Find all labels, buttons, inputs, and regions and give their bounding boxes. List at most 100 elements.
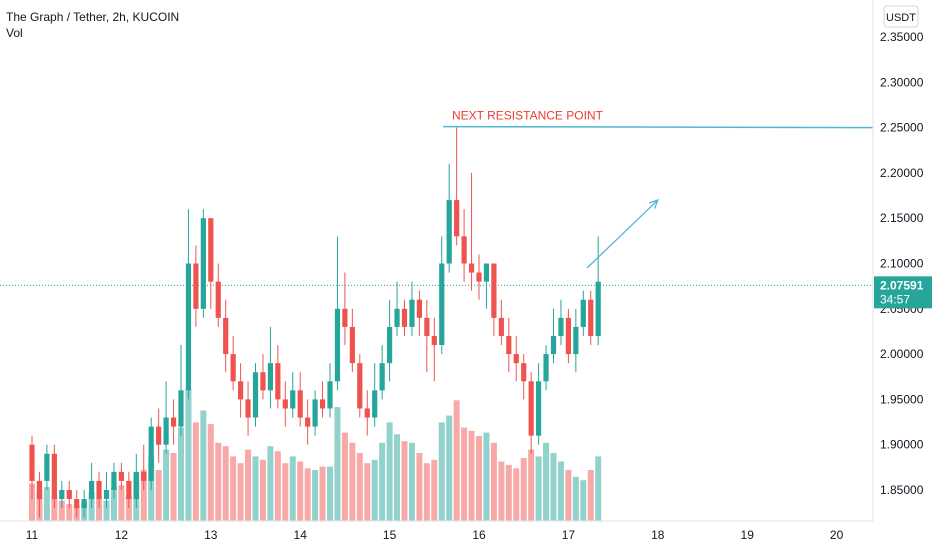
candle-body — [223, 317, 229, 355]
candle-body — [573, 326, 579, 355]
volume-bar — [237, 463, 244, 521]
volume-bar — [401, 441, 408, 521]
symbol-title[interactable]: The Graph / Tether, 2h, KUCOIN — [6, 10, 180, 24]
volume-bar — [341, 432, 348, 521]
time-tick-label: 16 — [472, 528, 486, 542]
volume-bar — [513, 468, 520, 521]
volume-bar — [230, 456, 237, 521]
candle-body — [208, 218, 214, 282]
time-tick-label: 11 — [26, 528, 39, 542]
candle-body — [536, 381, 542, 436]
candle-body — [558, 317, 564, 336]
candle-body — [513, 354, 519, 364]
volume-bar — [96, 498, 103, 521]
candle-body — [372, 390, 378, 418]
candle-body — [200, 218, 206, 309]
candle-body — [409, 299, 415, 327]
volume-bar — [505, 464, 512, 521]
volume-bar — [66, 504, 73, 521]
volume-bar — [155, 470, 162, 521]
candle-body — [446, 200, 452, 264]
price-tick-label: 2.10000 — [880, 257, 924, 271]
time-axis-ticks: 11 12 13 14 15 16 17 18 19 20 — [26, 528, 844, 542]
candle-body — [290, 390, 296, 409]
volume-bar — [200, 410, 207, 521]
resistance-annotation[interactable]: NEXT RESISTANCE POINT — [452, 109, 604, 123]
volume-bar — [304, 468, 311, 521]
volume-bar — [394, 434, 401, 521]
volume-bar — [468, 430, 475, 521]
volume-bar — [364, 463, 371, 521]
volume-bar — [423, 463, 430, 521]
candle-body — [483, 263, 490, 282]
volume-bar — [118, 485, 125, 521]
volume-bar — [595, 456, 602, 521]
volume-bar — [125, 495, 132, 521]
candle-body — [282, 399, 288, 409]
candle-body — [401, 308, 408, 327]
volume-bar — [580, 480, 587, 521]
time-tick-label: 14 — [294, 528, 308, 542]
candle-body — [275, 363, 281, 400]
candle-body — [118, 471, 124, 481]
volume-bar — [170, 453, 177, 521]
candle-body — [305, 417, 311, 427]
candle-body — [89, 480, 95, 500]
candle-body — [267, 363, 273, 391]
candlestick-series — [29, 127, 601, 518]
price-tick-label: 2.20000 — [880, 166, 924, 180]
volume-bar — [587, 470, 594, 521]
volume-bar — [327, 466, 333, 521]
volume-bar — [431, 459, 438, 521]
volume-indicator-label[interactable]: Vol — [6, 26, 23, 40]
candle-body — [297, 390, 303, 418]
time-axis-background[interactable] — [0, 521, 873, 550]
price-tick-label: 2.15000 — [880, 211, 924, 225]
price-tick-label: 2.00000 — [880, 347, 924, 361]
candle-body — [468, 263, 475, 273]
currency-label: USDT — [886, 12, 916, 24]
volume-bar — [222, 446, 229, 521]
candle-body — [498, 317, 504, 336]
volume-bar — [446, 415, 453, 521]
price-tick-label: 2.30000 — [880, 75, 924, 89]
chart-legend[interactable]: The Graph / Tether, 2h, KUCOIN Vol — [6, 9, 179, 41]
last-price-badge: 2.07591 34:57 — [874, 276, 932, 309]
volume-bar — [356, 453, 363, 521]
candle-body — [170, 417, 177, 427]
candle-body — [461, 236, 467, 264]
volume-bar — [274, 451, 281, 521]
candle-body — [126, 480, 132, 500]
candle-body — [476, 272, 482, 282]
drawings[interactable]: NEXT RESISTANCE POINT — [442, 109, 874, 269]
candle-body — [394, 308, 400, 327]
candle-body — [252, 372, 259, 418]
trend-arrow[interactable] — [586, 199, 659, 269]
trend-arrow-head — [649, 199, 659, 209]
currency-badge[interactable]: USDT — [883, 5, 919, 28]
volume-bar — [334, 407, 341, 521]
candle-body — [312, 399, 318, 427]
volume-bar — [490, 442, 497, 521]
candle-body — [103, 490, 110, 500]
time-tick-label: 15 — [383, 528, 397, 542]
volume-bar — [371, 459, 378, 521]
price-axis-background[interactable] — [873, 0, 932, 521]
candle-body — [44, 453, 50, 481]
candle-body — [387, 326, 393, 364]
volume-bar — [453, 400, 460, 521]
volume-bar — [185, 388, 192, 521]
volume-bar — [550, 453, 557, 521]
candle-body — [431, 335, 437, 346]
price-tick-label: 2.35000 — [880, 30, 924, 44]
candle-body — [74, 499, 80, 509]
volume-bar — [528, 449, 535, 521]
candle-body — [59, 490, 65, 500]
volume-bar — [408, 442, 415, 521]
resistance-line[interactable] — [442, 125, 874, 129]
time-tick-label: 19 — [741, 528, 755, 542]
volume-bar — [58, 500, 65, 521]
candle-body — [349, 326, 355, 364]
